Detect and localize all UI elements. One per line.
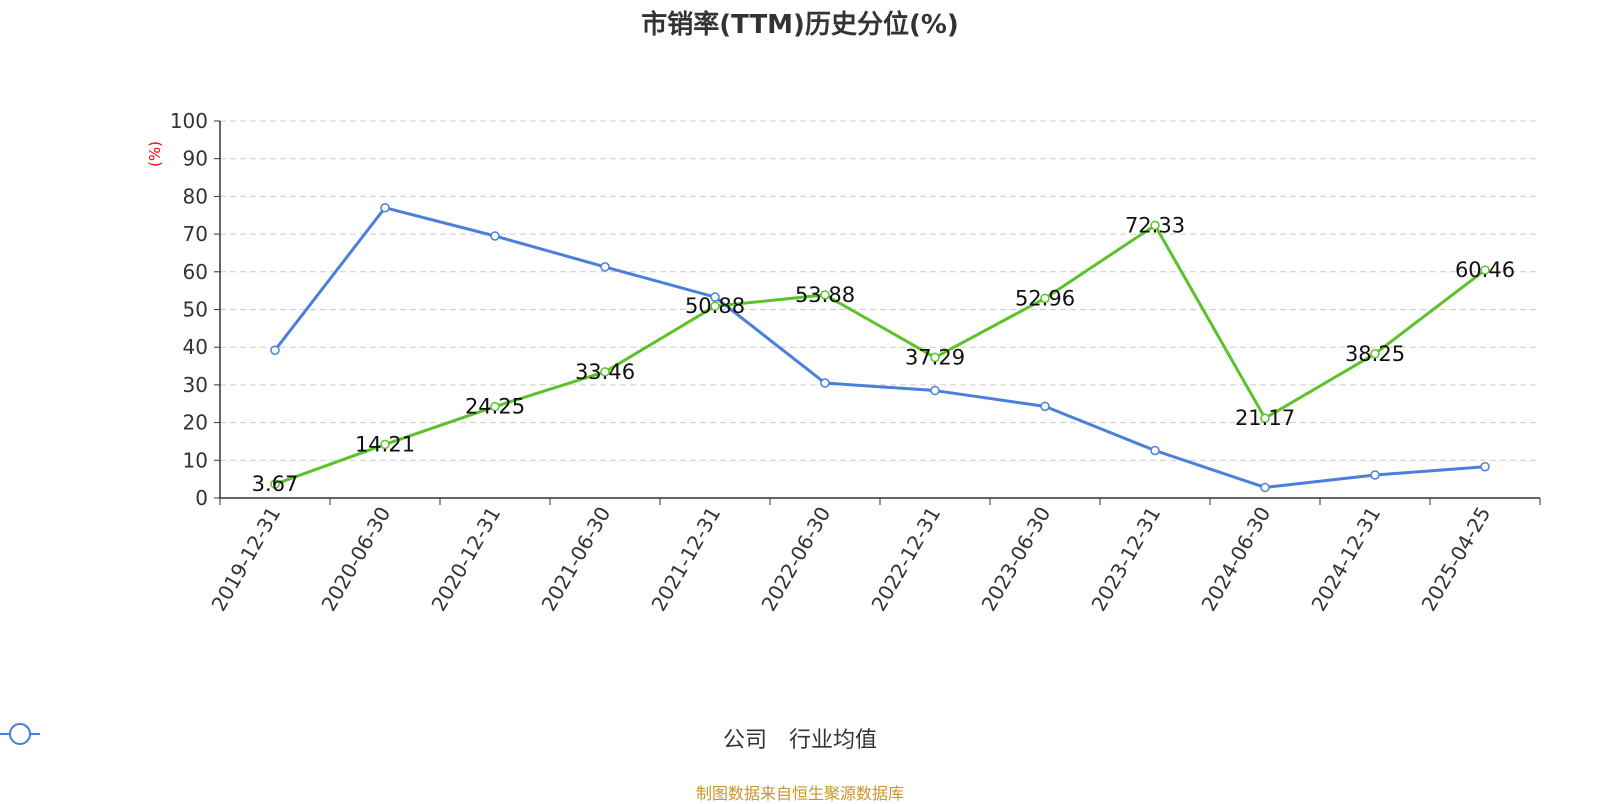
- series-line-1: [273, 206, 1486, 489]
- data-point: [710, 301, 720, 311]
- x-tick-label: 2022-06-30: [756, 503, 835, 616]
- x-tick-label: 2020-12-31: [426, 503, 505, 616]
- legend-industry-label: 行业均值: [789, 728, 878, 753]
- x-tick-label: 2022-12-31: [866, 503, 945, 616]
- data-point: [1480, 461, 1490, 472]
- series-lines: [270, 202, 1490, 493]
- data-point: [1370, 349, 1380, 359]
- data-label: 50.88: [685, 294, 745, 318]
- data-label: 52.96: [1015, 286, 1075, 310]
- data-point: [490, 231, 500, 241]
- data-labels: 3.67 14.21 24.25 33.46 50.88 53.88 37.29 52.96 7…: [252, 213, 1515, 496]
- series-line-0: [274, 223, 1486, 486]
- data-label: 53.88: [795, 283, 855, 307]
- data-point: [930, 352, 940, 363]
- y-axis-ticks: 0 10 20 30 40 50 60 70 80 90 100: [170, 109, 220, 510]
- data-point: [600, 262, 610, 272]
- data-point: [1150, 220, 1160, 231]
- y-tick-label: 20: [183, 411, 208, 435]
- data-label: 24.25: [465, 395, 525, 419]
- x-tick-label: 2021-06-30: [536, 503, 615, 616]
- data-label: 37.29: [905, 345, 965, 369]
- chart-title: 市销率(TTM)历史分位(%): [641, 10, 959, 40]
- legend-industry-marker-icon: [0, 723, 40, 745]
- x-tick-label: 2021-12-31: [646, 503, 725, 616]
- data-point: [1040, 401, 1050, 412]
- data-label: 3.67: [252, 472, 299, 496]
- y-tick-label: 30: [183, 373, 208, 397]
- y-tick-label: 40: [183, 335, 208, 359]
- data-point: [490, 401, 500, 412]
- legend-item-company[interactable]: 公司: [0, 722, 767, 754]
- data-point: [1150, 445, 1160, 456]
- data-point: [930, 385, 940, 396]
- y-tick-label: 70: [183, 222, 208, 246]
- data-label: 72.33: [1125, 213, 1185, 237]
- grid-lines: [220, 120, 1540, 461]
- data-point: [270, 479, 280, 489]
- x-tick-label: 2024-06-30: [1196, 503, 1275, 616]
- y-tick-label: 80: [183, 184, 208, 208]
- data-label: 60.46: [1455, 258, 1515, 282]
- legend-item-industry[interactable]: 行业均值: [0, 722, 878, 754]
- y-tick-label: 100: [170, 109, 208, 133]
- data-point: [1260, 482, 1270, 493]
- data-label: 38.25: [1345, 342, 1405, 366]
- y-axis-label: (%): [146, 141, 164, 167]
- data-point: [1480, 265, 1490, 275]
- data-point: [380, 439, 390, 450]
- y-tick-label: 10: [183, 448, 208, 472]
- data-point: [380, 202, 390, 213]
- data-point: [600, 367, 610, 377]
- x-tick-label: 2024-12-31: [1306, 503, 1385, 616]
- data-point: [1260, 413, 1270, 423]
- y-tick-label: 60: [183, 260, 208, 284]
- data-source-note: 制图数据来自恒生聚源数据库: [695, 784, 904, 803]
- x-tick-label: 2023-12-31: [1086, 503, 1165, 616]
- line-chart: 0 10 20 30 40 50 60 70 80 90 100 2019-12-31 2020-06…: [146, 109, 1541, 616]
- data-label: 21.17: [1235, 406, 1295, 430]
- x-tick-label: 2019-12-31: [206, 503, 285, 616]
- data-point: [820, 290, 830, 300]
- data-label: 33.46: [575, 360, 635, 384]
- x-tick-label: 2023-06-30: [976, 503, 1055, 616]
- legend-company-label: 公司: [722, 728, 767, 753]
- y-tick-label: 0: [195, 486, 208, 510]
- x-tick-label: 2025-04-25: [1416, 503, 1495, 616]
- y-tick-label: 90: [183, 147, 208, 171]
- y-tick-label: 50: [183, 298, 208, 322]
- data-point: [820, 378, 830, 388]
- data-point: [270, 345, 280, 355]
- x-axis-ticks: 2019-12-31 2020-06-30 2020-12-31 2021-06-30…: [206, 498, 1541, 616]
- data-point: [710, 292, 720, 302]
- data-point: [1040, 293, 1050, 304]
- data-label: 14.21: [355, 432, 415, 456]
- legend: 公司 行业均值: [0, 722, 1600, 754]
- data-point: [1370, 470, 1380, 480]
- x-tick-label: 2020-06-30: [316, 503, 395, 616]
